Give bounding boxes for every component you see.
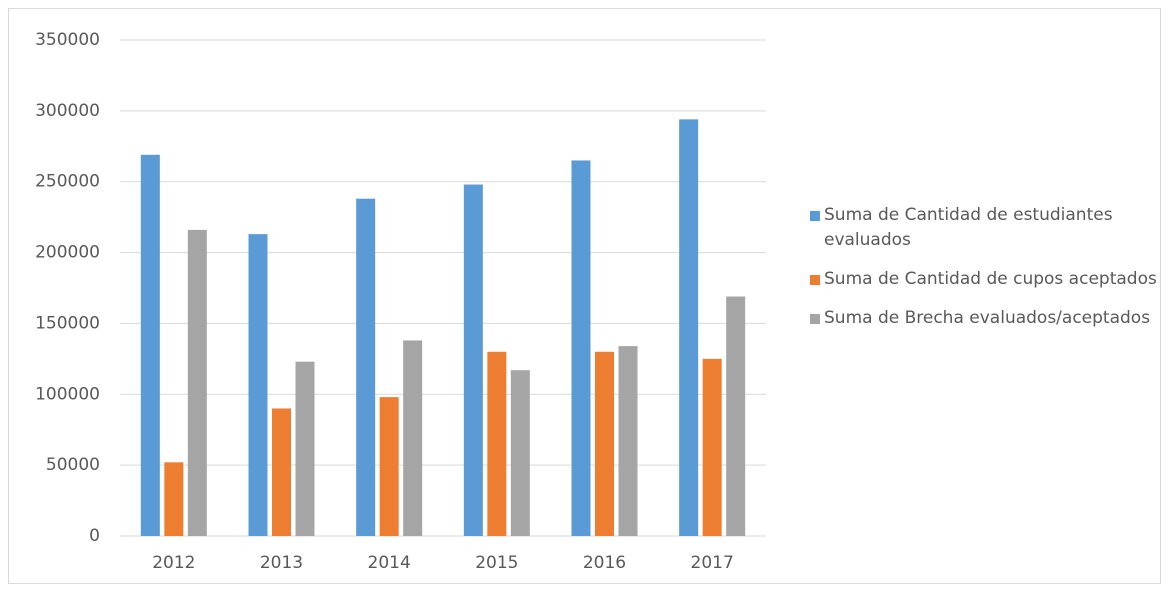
legend-swatch	[810, 314, 820, 324]
x-tick-label: 2013	[260, 553, 303, 573]
bar	[295, 361, 315, 536]
legend-item: Suma de Cantidad de estudiantes evaluado…	[810, 203, 1160, 253]
y-tick-label: 100000	[35, 384, 100, 404]
bar	[356, 198, 376, 536]
bar	[248, 234, 268, 537]
legend-item: Suma de Cantidad de cupos aceptados	[810, 267, 1160, 292]
y-tick-label: 150000	[35, 313, 100, 333]
legend-item: Suma de Brecha evaluados/aceptados	[810, 306, 1160, 331]
x-tick-label: 2017	[691, 553, 734, 573]
legend-label: Suma de Cantidad de cupos aceptados	[824, 269, 1157, 289]
bar	[487, 351, 507, 536]
bar	[403, 340, 423, 536]
bar	[463, 184, 483, 536]
bar	[702, 358, 722, 536]
bar	[726, 296, 746, 536]
bar	[379, 397, 399, 536]
legend-swatch	[810, 211, 820, 221]
x-tick-label: 2016	[583, 553, 626, 573]
legend-label: Suma de Brecha evaluados/aceptados	[824, 308, 1151, 328]
bar	[618, 346, 638, 536]
y-tick-label: 300000	[35, 101, 100, 121]
y-tick-label: 200000	[35, 243, 100, 263]
legend: Suma de Cantidad de estudiantes evaluado…	[810, 203, 1160, 345]
y-tick-label: 250000	[35, 172, 100, 192]
bar	[272, 408, 291, 536]
x-tick-label: 2012	[152, 553, 195, 573]
y-tick-label: 0	[89, 526, 100, 546]
bar	[164, 462, 184, 536]
legend-swatch	[810, 275, 820, 285]
bar	[679, 119, 699, 537]
y-tick-label: 350000	[35, 30, 100, 50]
bar	[510, 370, 530, 536]
y-tick-label: 50000	[46, 455, 100, 475]
bar	[571, 160, 591, 536]
legend-label: Suma de Cantidad de estudiantes evaluado…	[824, 205, 1113, 250]
x-tick-label: 2014	[368, 553, 411, 573]
bar	[595, 351, 614, 536]
bar	[140, 154, 160, 536]
x-tick-label: 2015	[475, 553, 518, 573]
bar	[187, 229, 207, 536]
